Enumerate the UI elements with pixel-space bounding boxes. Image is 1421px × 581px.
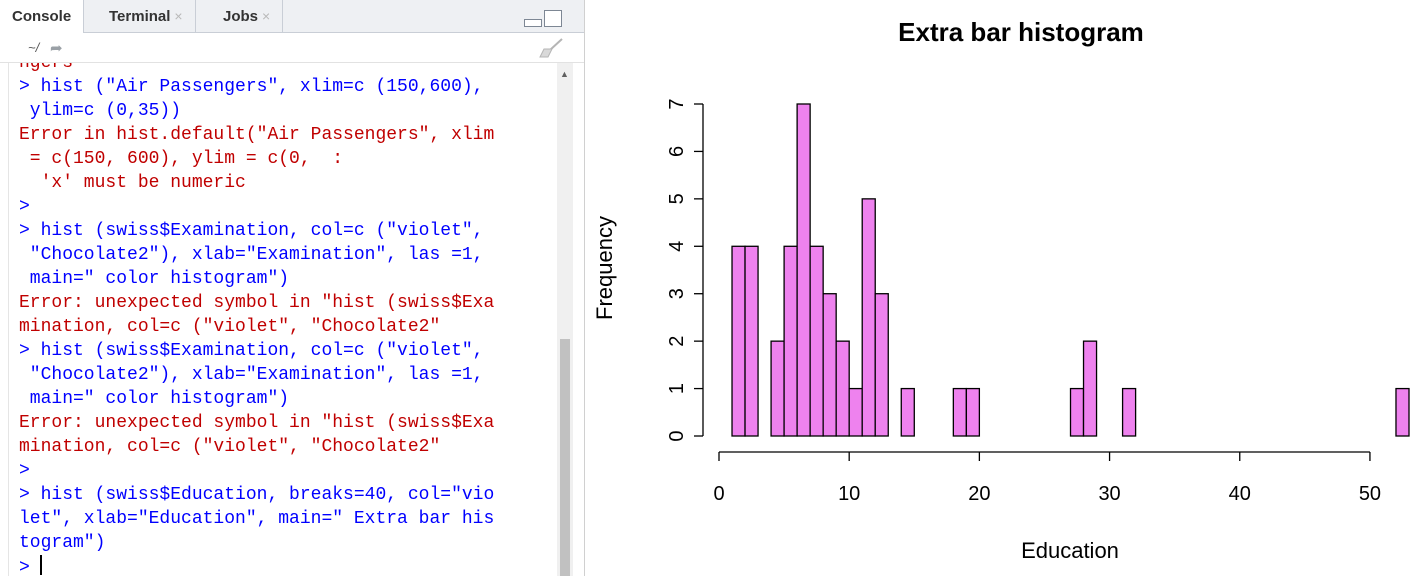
histogram-bar <box>809 245 824 437</box>
scroll-up-icon[interactable]: ▲ <box>560 69 569 79</box>
console-input-line: > hist ("Air Passengers", xlim=c (150,60… <box>19 77 484 97</box>
working-directory: ~/ <box>28 40 40 55</box>
chart-title: Extra bar histogram <box>898 17 1144 47</box>
y-tick-label: 4 <box>666 241 688 252</box>
console-error-line: mination, col=c ("violet", "Chocolate2" <box>19 317 441 337</box>
histogram-bar <box>900 387 915 437</box>
histogram-bar <box>1395 387 1410 437</box>
console-input-line: main=" color histogram") <box>19 269 290 289</box>
console-input-line: > <box>19 197 30 217</box>
y-tick-label: 2 <box>666 336 688 347</box>
histogram-bar <box>861 198 876 437</box>
console-input-line: ylim=c (0,35)) <box>19 101 182 121</box>
histogram-bar <box>822 293 837 437</box>
tab-console[interactable]: Console <box>0 0 85 34</box>
histogram-bar <box>835 340 850 437</box>
text-cursor <box>39 555 42 575</box>
plot-pane: Extra bar histogram 0 10 20 30 40 50 0 1 2 3 4 5 6 7 Ed… <box>586 0 1421 576</box>
histogram-bar <box>731 245 746 437</box>
x-tick-label: 50 <box>1359 483 1381 505</box>
console-input-line: > hist (swiss$Examination, col=c ("viole… <box>19 341 484 361</box>
tab-jobs-label: Jobs <box>223 8 259 25</box>
console-error-line: = c(150, 600), ylim = c(0, : <box>19 149 344 169</box>
y-tick-label: 7 <box>666 98 688 109</box>
minimize-icon[interactable] <box>524 19 542 27</box>
console-error-line: mination, col=c ("violet", "Chocolate2" <box>19 437 441 457</box>
console-error-line: Error: unexpected symbol in "hist (swiss… <box>19 413 495 433</box>
clear-console-icon[interactable] <box>538 37 564 59</box>
y-tick-label: 3 <box>666 288 688 299</box>
histogram-bar <box>874 293 889 437</box>
console-input-line: togram") <box>19 533 106 553</box>
pane-controls <box>522 9 562 27</box>
maximize-icon[interactable] <box>544 10 562 27</box>
histogram-bar <box>952 387 968 437</box>
histogram-bar <box>1121 387 1137 437</box>
histogram-bar <box>783 245 798 437</box>
console-tabbar: Console Terminal × Jobs × <box>0 0 584 34</box>
x-tick-label: 0 <box>713 483 724 505</box>
histogram-chart: Extra bar histogram 0 10 20 30 40 50 0 1 2 3 4 5 6 7 Ed… <box>592 17 1410 563</box>
histogram-bar <box>796 103 811 437</box>
console-scrollbar[interactable]: ▲ <box>557 63 573 576</box>
console-input-line: > <box>19 461 30 481</box>
tab-console-label: Console <box>12 8 72 25</box>
console-prompt-line[interactable]: > <box>19 555 494 576</box>
x-tick-label: 20 <box>968 483 990 505</box>
console-input-line: main=" color histogram") <box>19 389 290 409</box>
console-path-bar: ~/ ➦ <box>0 33 584 63</box>
console-input-line: > <box>19 558 30 576</box>
console-error-line: Error in hist.default("Air Passengers", … <box>19 125 495 145</box>
x-tick-label: 30 <box>1098 483 1120 505</box>
histogram-bar <box>1069 387 1085 437</box>
y-tick-label: 5 <box>666 193 688 204</box>
console-input-line: > hist (swiss$Examination, col=c ("viole… <box>19 221 484 241</box>
console-error-line: Error: unexpected symbol in "hist (swiss… <box>19 293 495 313</box>
console-output[interactable]: ngers > hist ("Air Passengers", xlim=c (1… <box>8 63 558 576</box>
tab-jobs[interactable]: Jobs × <box>211 0 284 33</box>
histogram-bar <box>770 340 785 437</box>
console-lines: ngers > hist ("Air Passengers", xlim=c (1… <box>19 63 494 576</box>
console-error-line: ngers <box>19 63 74 73</box>
scroll-thumb[interactable] <box>560 339 570 576</box>
histogram-bar <box>848 387 863 437</box>
close-icon[interactable]: × <box>262 8 271 24</box>
y-axis-label: Frequency <box>592 216 617 320</box>
console-input-line: "Chocolate2"), xlab="Examination", las =… <box>19 245 484 265</box>
console-error-line: 'x' must be numeric <box>19 173 246 193</box>
y-tick-label: 1 <box>666 383 688 394</box>
console-input-line: "Chocolate2"), xlab="Examination", las =… <box>19 365 484 385</box>
x-axis-label: Education <box>1021 538 1119 563</box>
console-input-line: let", xlab="Education", main=" Extra bar… <box>19 509 495 529</box>
y-tick-label: 0 <box>666 430 688 441</box>
go-to-directory-icon[interactable]: ➦ <box>50 40 63 57</box>
tab-terminal-label: Terminal <box>109 8 171 25</box>
console-input-line: > hist (swiss$Education, breaks=40, col=… <box>19 485 495 505</box>
y-tick-label: 6 <box>666 146 688 157</box>
x-tick-label: 40 <box>1229 483 1251 505</box>
histogram-bar <box>744 245 759 437</box>
close-icon[interactable]: × <box>174 8 183 24</box>
histogram-bar <box>1082 340 1098 437</box>
x-tick-label: 10 <box>838 483 860 505</box>
histogram-bar <box>965 387 981 437</box>
tab-terminal[interactable]: Terminal × <box>97 0 196 33</box>
console-pane: Console Terminal × Jobs × ~/ ➦ ngers > hist… <box>0 0 585 576</box>
